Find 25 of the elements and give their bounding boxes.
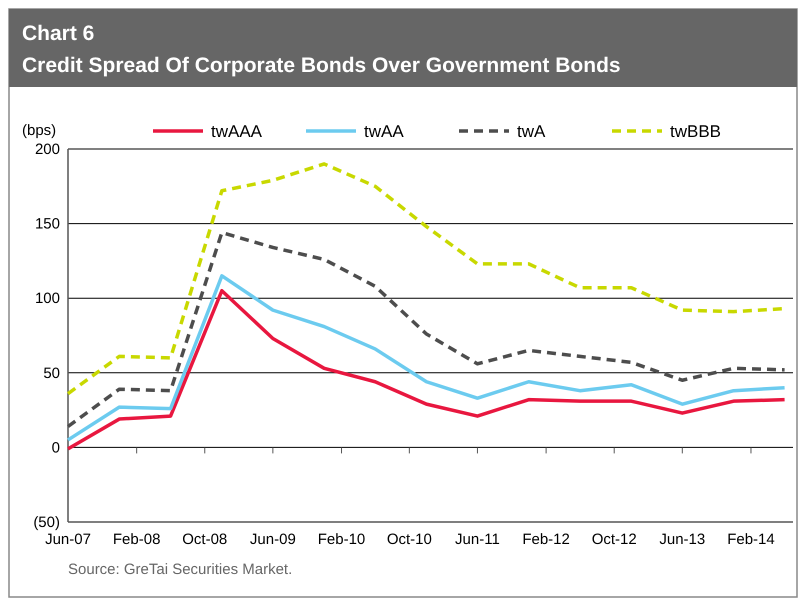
x-tick-label: Oct-12 — [592, 531, 637, 548]
y-axis-title: (bps) — [22, 122, 56, 139]
legend-label: twBBB — [670, 122, 722, 141]
x-tick-label: Feb-14 — [727, 531, 775, 548]
y-tick-label: 50 — [43, 364, 60, 382]
x-tick-label: Feb-12 — [522, 531, 570, 548]
x-tick-label: Oct-10 — [386, 531, 432, 548]
y-tick-label: 200 — [34, 141, 60, 158]
x-tick-label: Jun-09 — [250, 531, 296, 548]
x-tick-label: Feb-08 — [112, 531, 160, 548]
y-tick-label: 150 — [34, 216, 60, 233]
x-tick-label: Jun-11 — [455, 531, 500, 548]
y-tick-label: 0 — [52, 439, 60, 456]
x-tick-label: Jun-07 — [45, 531, 91, 548]
chart-subtitle: Credit Spread Of Corporate Bonds Over Government Bonds — [22, 54, 621, 77]
legend-label: twAA — [364, 122, 404, 141]
x-tick-label: Feb-10 — [318, 531, 366, 548]
x-tick-label: Oct-08 — [182, 531, 228, 548]
x-tick-label: Jun-13 — [659, 531, 706, 548]
y-tick-label: (50) — [33, 514, 60, 531]
legend-label: twAAA — [211, 122, 263, 141]
chart-title: Chart 6 — [22, 22, 94, 45]
legend-label: twA — [517, 122, 546, 141]
source-note: Source: GreTai Securities Market. — [68, 561, 292, 578]
y-tick-label: 100 — [34, 290, 60, 308]
